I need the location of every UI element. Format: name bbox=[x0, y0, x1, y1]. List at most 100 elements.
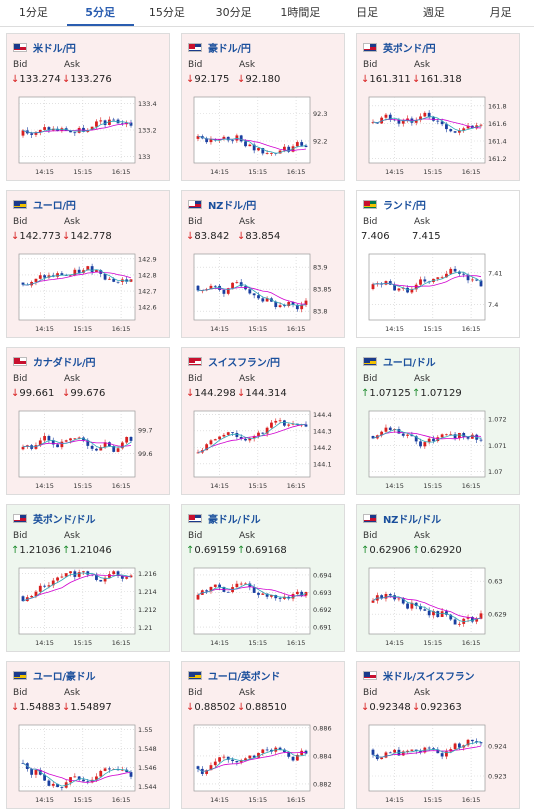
candle-body bbox=[30, 769, 34, 775]
candle-body bbox=[436, 277, 440, 279]
tab-6[interactable]: 週足 bbox=[422, 6, 445, 19]
tab-0[interactable]: 1分足 bbox=[18, 6, 48, 19]
rate-card[interactable]: 英ポンド/ドル Bid Ask ↑1.21036 ↑1.21046 1.216 1.214 1… bbox=[6, 504, 170, 652]
rate-card[interactable]: ユーロ/ドル Bid Ask ↑1.07125 ↑1.07129 1.072 1.071 1.… bbox=[356, 347, 520, 495]
candle-body bbox=[252, 587, 256, 593]
pair-name[interactable]: 英ポンド/ドル bbox=[33, 514, 96, 526]
card-header: スイスフラン/円 bbox=[188, 354, 280, 369]
tab-7[interactable]: 月足 bbox=[489, 6, 512, 19]
candle-body bbox=[226, 756, 230, 760]
ask-value: ↓83.854 bbox=[237, 231, 280, 242]
x-tick-label: 16:15 bbox=[112, 325, 131, 333]
candle-body bbox=[77, 776, 81, 780]
candle-body bbox=[423, 112, 427, 117]
candle-body bbox=[388, 427, 392, 431]
candle-body bbox=[479, 124, 483, 126]
candle-body bbox=[445, 124, 448, 130]
tab-1[interactable]: 5分足 bbox=[66, 0, 134, 26]
tab-3[interactable]: 30分足 bbox=[215, 6, 252, 19]
candle-body bbox=[427, 610, 431, 616]
ask-value: ↓92.180 bbox=[237, 74, 280, 85]
card-header: 米ドル/スイスフラン bbox=[363, 668, 475, 683]
rate-card[interactable]: 豪ドル/ドル Bid Ask ↑0.69159 ↑0.69168 0.694 0.693 0.… bbox=[181, 504, 345, 652]
candle-body bbox=[226, 136, 230, 141]
candle-body bbox=[466, 436, 470, 439]
card-header: NZドル/ドル bbox=[363, 511, 441, 526]
candle-body bbox=[371, 122, 375, 123]
pair-name[interactable]: 豪ドル/ドル bbox=[208, 514, 261, 526]
price-chart: 142.9 142.8 142.7 142.6 14:15 15:15 16:15 bbox=[18, 253, 157, 333]
card-header: カナダドル/円 bbox=[13, 354, 96, 369]
x-tick-label: 14:15 bbox=[385, 482, 404, 490]
candle-body bbox=[120, 575, 124, 579]
x-tick-label: 15:15 bbox=[73, 168, 92, 176]
rate-card[interactable]: 米ドル/円 Bid Ask ↓133.274 ↓133.276 133.4 133.2 133… bbox=[6, 33, 170, 181]
pair-name[interactable]: ユーロ/英ポンド bbox=[208, 671, 281, 683]
candle-body bbox=[300, 591, 304, 596]
x-tick-label: 16:15 bbox=[112, 482, 131, 490]
candle-body bbox=[458, 130, 461, 133]
candle-body bbox=[295, 754, 299, 761]
rate-card[interactable]: ランド/円 Bid Ask 7.406 7.415 7.41 7.4 14:15 15:15 16… bbox=[356, 190, 520, 338]
pair-name[interactable]: 米ドル/スイスフラン bbox=[383, 671, 475, 683]
rate-card[interactable]: NZドル/ドル Bid Ask ↑0.62906 ↑0.62920 0.63 0.629 14… bbox=[356, 504, 520, 652]
rate-card[interactable]: ユーロ/英ポンド Bid Ask ↓0.88502 ↓0.88510 0.886 0.884… bbox=[181, 661, 345, 809]
ask-price: 1.54897 bbox=[70, 702, 112, 713]
y-tick-label: 1.546 bbox=[138, 764, 157, 772]
pair-name[interactable]: 豪ドル/円 bbox=[208, 43, 251, 55]
candle-body bbox=[261, 298, 265, 302]
pair-name[interactable]: 米ドル/円 bbox=[33, 43, 76, 55]
candle-body bbox=[479, 280, 483, 287]
us-flag-icon bbox=[13, 42, 27, 52]
candle-body bbox=[244, 583, 247, 585]
tab-5[interactable]: 日足 bbox=[356, 6, 379, 19]
candle-body bbox=[458, 623, 461, 625]
x-tick-label: 15:15 bbox=[73, 482, 92, 490]
x-tick-label: 16:15 bbox=[287, 482, 306, 490]
y-tick-label: 0.693 bbox=[313, 589, 332, 597]
x-tick-label: 14:15 bbox=[35, 796, 54, 804]
bid-price: 0.62906 bbox=[369, 545, 411, 556]
candle-body bbox=[56, 128, 59, 131]
rate-card[interactable]: 豪ドル/円 Bid Ask ↓92.175 ↓92.180 92.3 92.2 14:15 15… bbox=[181, 33, 345, 181]
price-chart: 99.7 99.6 14:15 15:15 16:15 bbox=[18, 410, 152, 490]
candle-body bbox=[475, 279, 479, 281]
rate-card[interactable]: NZドル/円 Bid Ask ↓83.842 ↓83.854 83.9 83.85 83.8 1… bbox=[181, 190, 345, 338]
candle-body bbox=[56, 577, 59, 581]
candle-body bbox=[449, 268, 453, 274]
rate-card[interactable]: 英ポンド/円 Bid Ask ↓161.311 ↓161.318 161.8 161.6 16… bbox=[356, 33, 520, 181]
tab-4[interactable]: 1時間足 bbox=[280, 6, 321, 19]
candle-body bbox=[304, 750, 308, 754]
pair-name[interactable]: スイスフラン/円 bbox=[208, 357, 280, 369]
candle-body bbox=[295, 591, 299, 595]
candle-body bbox=[108, 768, 111, 770]
rate-card[interactable]: カナダドル/円 Bid Ask ↓99.661 ↓99.676 99.7 99.6 14:15… bbox=[6, 347, 170, 495]
candle-body bbox=[239, 583, 243, 585]
candle-body bbox=[470, 279, 474, 281]
candle-body bbox=[56, 783, 59, 788]
card-header: ユーロ/円 bbox=[13, 197, 76, 212]
rate-card[interactable]: スイスフラン/円 Bid Ask ↓144.298 ↓144.314 144.4 144.3… bbox=[181, 347, 345, 495]
pair-name[interactable]: ユーロ/円 bbox=[33, 200, 76, 212]
pair-name[interactable]: ユーロ/ドル bbox=[383, 357, 436, 369]
rate-card[interactable]: 米ドル/スイスフラン Bid Ask ↓0.92348 ↓0.92363 0.924 0.9… bbox=[356, 661, 520, 809]
pair-name[interactable]: カナダドル/円 bbox=[33, 357, 96, 369]
candle-body bbox=[205, 444, 209, 451]
candle-body bbox=[304, 424, 308, 427]
candle-body bbox=[69, 275, 72, 277]
tab-2[interactable]: 15分足 bbox=[148, 6, 185, 19]
candle-body bbox=[388, 281, 392, 285]
rate-card[interactable]: ユーロ/豪ドル Bid Ask ↓1.54883 ↓1.54897 1.55 1.548 1.… bbox=[6, 661, 170, 809]
candle-body bbox=[384, 752, 388, 758]
pair-name[interactable]: ランド/円 bbox=[383, 200, 426, 212]
candle-body bbox=[82, 779, 85, 782]
pair-name[interactable]: NZドル/ドル bbox=[383, 514, 441, 526]
pair-name[interactable]: 英ポンド/円 bbox=[383, 43, 436, 55]
candle-body bbox=[406, 118, 409, 121]
pair-name[interactable]: NZドル/円 bbox=[208, 200, 257, 212]
rate-card[interactable]: ユーロ/円 Bid Ask ↓142.773 ↓142.778 142.9 142.8 142… bbox=[6, 190, 170, 338]
y-tick-label: 92.2 bbox=[313, 138, 327, 146]
candle-body bbox=[120, 442, 124, 449]
candle-body bbox=[99, 120, 103, 122]
pair-name[interactable]: ユーロ/豪ドル bbox=[33, 671, 96, 683]
